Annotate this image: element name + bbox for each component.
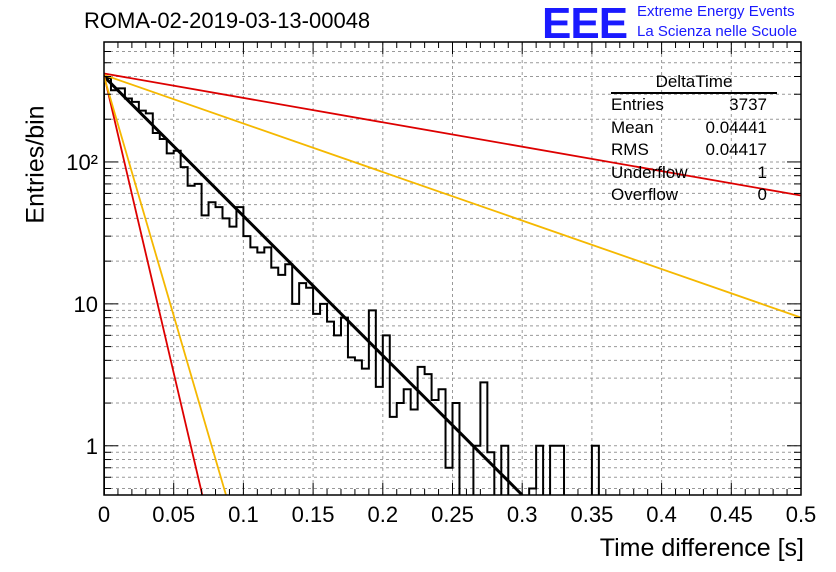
stats-label: RMS xyxy=(611,140,649,159)
fit-curve xyxy=(104,72,801,197)
logo-subtitle-line2: La Scienza nelle Scuole xyxy=(637,23,798,40)
y-axis-label: Entries/bin xyxy=(21,105,50,224)
stats-box: DeltaTime Entries 3737 Mean 0.04441 RMS … xyxy=(611,72,777,207)
x-tick-label: 0.25 xyxy=(431,502,474,527)
stats-title: DeltaTime xyxy=(611,72,777,94)
stats-value: 0.04441 xyxy=(705,117,767,137)
stats-label: Mean xyxy=(611,117,654,137)
stats-value: 0 xyxy=(757,185,767,204)
logo-subtitle-line1: Extreme Energy Events xyxy=(637,3,795,20)
stats-row-mean: Mean 0.04441 xyxy=(611,117,777,140)
stats-label: Underflow xyxy=(611,162,688,182)
y-tick-label: 1 xyxy=(86,434,98,459)
x-tick-label: 0.1 xyxy=(228,502,259,527)
fit-curve xyxy=(104,74,801,319)
fit-curve xyxy=(104,76,227,495)
histogram-outline xyxy=(104,77,600,495)
chart-title: ROMA-02-2019-03-13-00048 xyxy=(84,8,371,33)
y-tick-label: 10² xyxy=(66,150,98,175)
x-tick-label: 0.4 xyxy=(646,502,677,527)
x-tick-label: 0.5 xyxy=(786,502,817,527)
stats-value: 0.04417 xyxy=(705,140,767,159)
eee-logo-text: EEE xyxy=(542,0,628,48)
y-tick-label: 10 xyxy=(74,292,98,317)
x-axis-label: Time difference [s] xyxy=(599,534,804,562)
stats-row-rms: RMS 0.04417 xyxy=(611,139,777,162)
fit-curve xyxy=(104,74,204,495)
x-tick-label: 0.3 xyxy=(507,502,538,527)
x-tick-label: 0.15 xyxy=(292,502,335,527)
stats-label: Entries xyxy=(611,95,664,114)
x-tick-label: 0.2 xyxy=(368,502,399,527)
stats-label: Overflow xyxy=(611,185,679,204)
stats-row-overflow: Overflow 0 xyxy=(611,184,777,207)
x-tick-label: 0.05 xyxy=(152,502,195,527)
fit-curve xyxy=(104,75,524,495)
x-tick-label: 0.35 xyxy=(570,502,613,527)
x-tick-label: 0.45 xyxy=(710,502,753,527)
stats-row-entries: Entries 3737 xyxy=(611,94,777,117)
stats-value: 3737 xyxy=(729,95,767,114)
x-tick-label: 0 xyxy=(98,502,110,527)
stats-row-underflow: Underflow 1 xyxy=(611,162,777,185)
stats-value: 1 xyxy=(757,162,767,182)
